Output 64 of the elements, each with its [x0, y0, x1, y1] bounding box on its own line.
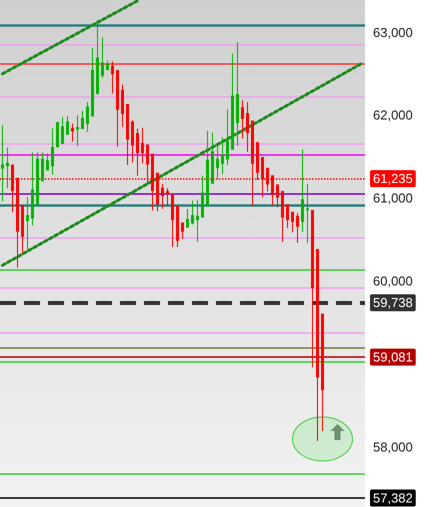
candlestick — [31, 152, 34, 226]
candlestick — [231, 53, 234, 150]
candlestick — [206, 130, 209, 206]
candlestick — [166, 188, 169, 207]
candlestick — [101, 36, 104, 78]
candlestick — [221, 137, 224, 175]
y-tick-label: 63,000 — [373, 24, 413, 40]
candlestick — [321, 314, 324, 432]
candlestick — [66, 116, 69, 135]
candlestick — [6, 147, 9, 189]
candlestick — [161, 184, 164, 210]
candlestick — [196, 199, 199, 243]
candlestick — [46, 152, 49, 170]
candlestick — [306, 184, 309, 244]
y-tick-label: 62,000 — [373, 108, 413, 123]
candlestick — [111, 60, 114, 94]
candlestick — [126, 104, 129, 166]
candlestick — [36, 152, 39, 206]
candlestick — [291, 212, 294, 233]
candlestick — [191, 200, 194, 226]
candlestick — [211, 132, 214, 184]
candlestick — [296, 212, 299, 244]
candlestick — [141, 127, 144, 164]
ref-line-label: 57,382 — [373, 490, 413, 506]
candlestick — [281, 190, 284, 243]
candlestick — [116, 70, 119, 148]
candlestick — [51, 128, 54, 176]
candlestick — [21, 204, 24, 254]
ref-line-label: 59,738 — [373, 295, 413, 310]
ref-line-label: 59,081 — [373, 350, 413, 365]
candlestick — [311, 210, 314, 368]
candlestick — [226, 108, 229, 166]
candlestick — [246, 101, 249, 152]
candlestick — [171, 193, 174, 248]
candlestick — [201, 175, 204, 218]
y-tick-label: 58,000 — [373, 439, 413, 454]
candlestick — [276, 184, 279, 208]
candlestick — [56, 121, 59, 148]
candlestick — [236, 42, 239, 146]
ref-line-label: 61,235 — [373, 171, 413, 186]
candlestick — [96, 19, 99, 94]
candlestick — [121, 84, 124, 128]
candlestick — [1, 124, 4, 202]
candlestick — [71, 123, 74, 142]
y-tick-label: 60,000 — [373, 274, 413, 288]
candlestick — [86, 101, 89, 132]
y-tick-label: 61,000 — [373, 190, 413, 206]
candlestick — [76, 114, 79, 146]
candlestick — [61, 116, 64, 144]
candlestick — [176, 206, 179, 248]
candlestick — [181, 222, 184, 240]
candlestick — [286, 204, 289, 228]
candlestick — [241, 100, 244, 139]
candlestick — [186, 208, 189, 228]
candlestick — [41, 152, 44, 182]
candlestick — [91, 48, 94, 117]
candlestick — [136, 128, 139, 176]
candlestick — [81, 110, 84, 129]
candlestick — [106, 60, 109, 70]
candlestick — [316, 249, 319, 442]
candlestick — [216, 144, 219, 180]
candlestick — [26, 196, 29, 252]
candlestick — [131, 120, 134, 163]
candlestick — [301, 148, 304, 233]
